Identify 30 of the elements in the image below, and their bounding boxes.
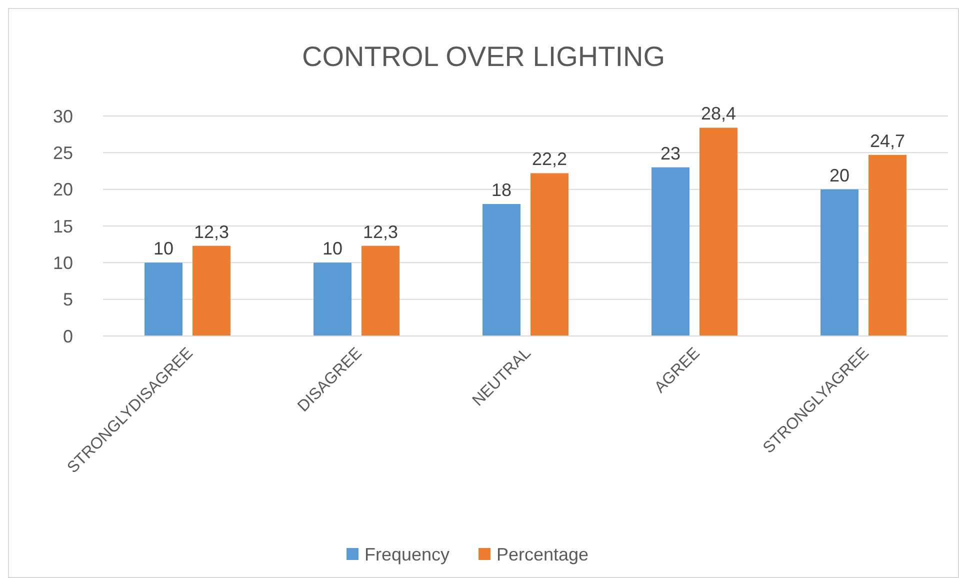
bar: [820, 189, 858, 336]
y-tick-label: 0: [62, 326, 73, 346]
bar: [362, 246, 400, 336]
data-label: 12,3: [194, 222, 230, 242]
y-tick-label: 15: [52, 216, 73, 236]
bar: [314, 262, 352, 336]
y-tick-label: 30: [52, 106, 73, 126]
data-label: 28,4: [700, 104, 736, 124]
legend-label: Percentage: [496, 544, 589, 564]
bar: [700, 128, 738, 336]
legend-label: Frequency: [364, 544, 450, 564]
y-tick-label: 20: [52, 180, 73, 200]
data-label: 23: [660, 143, 681, 164]
bar: [482, 204, 520, 336]
y-tick-label: 5: [62, 290, 73, 310]
data-label: 20: [829, 165, 850, 186]
y-tick-label: 25: [52, 142, 73, 163]
data-label: 12,3: [362, 222, 398, 242]
data-label: 24,7: [870, 130, 906, 151]
data-label: 10: [153, 238, 174, 259]
bar: [530, 173, 568, 336]
bar: [144, 262, 182, 336]
data-label: 22,2: [532, 149, 568, 170]
data-label: 18: [491, 180, 512, 200]
bar: [192, 246, 230, 336]
bar: [868, 154, 906, 336]
bar: [652, 167, 690, 336]
y-tick-label: 10: [52, 252, 73, 273]
data-label: 10: [322, 238, 343, 259]
chart-title: CONTROL OVER LIGHTING: [302, 41, 666, 72]
